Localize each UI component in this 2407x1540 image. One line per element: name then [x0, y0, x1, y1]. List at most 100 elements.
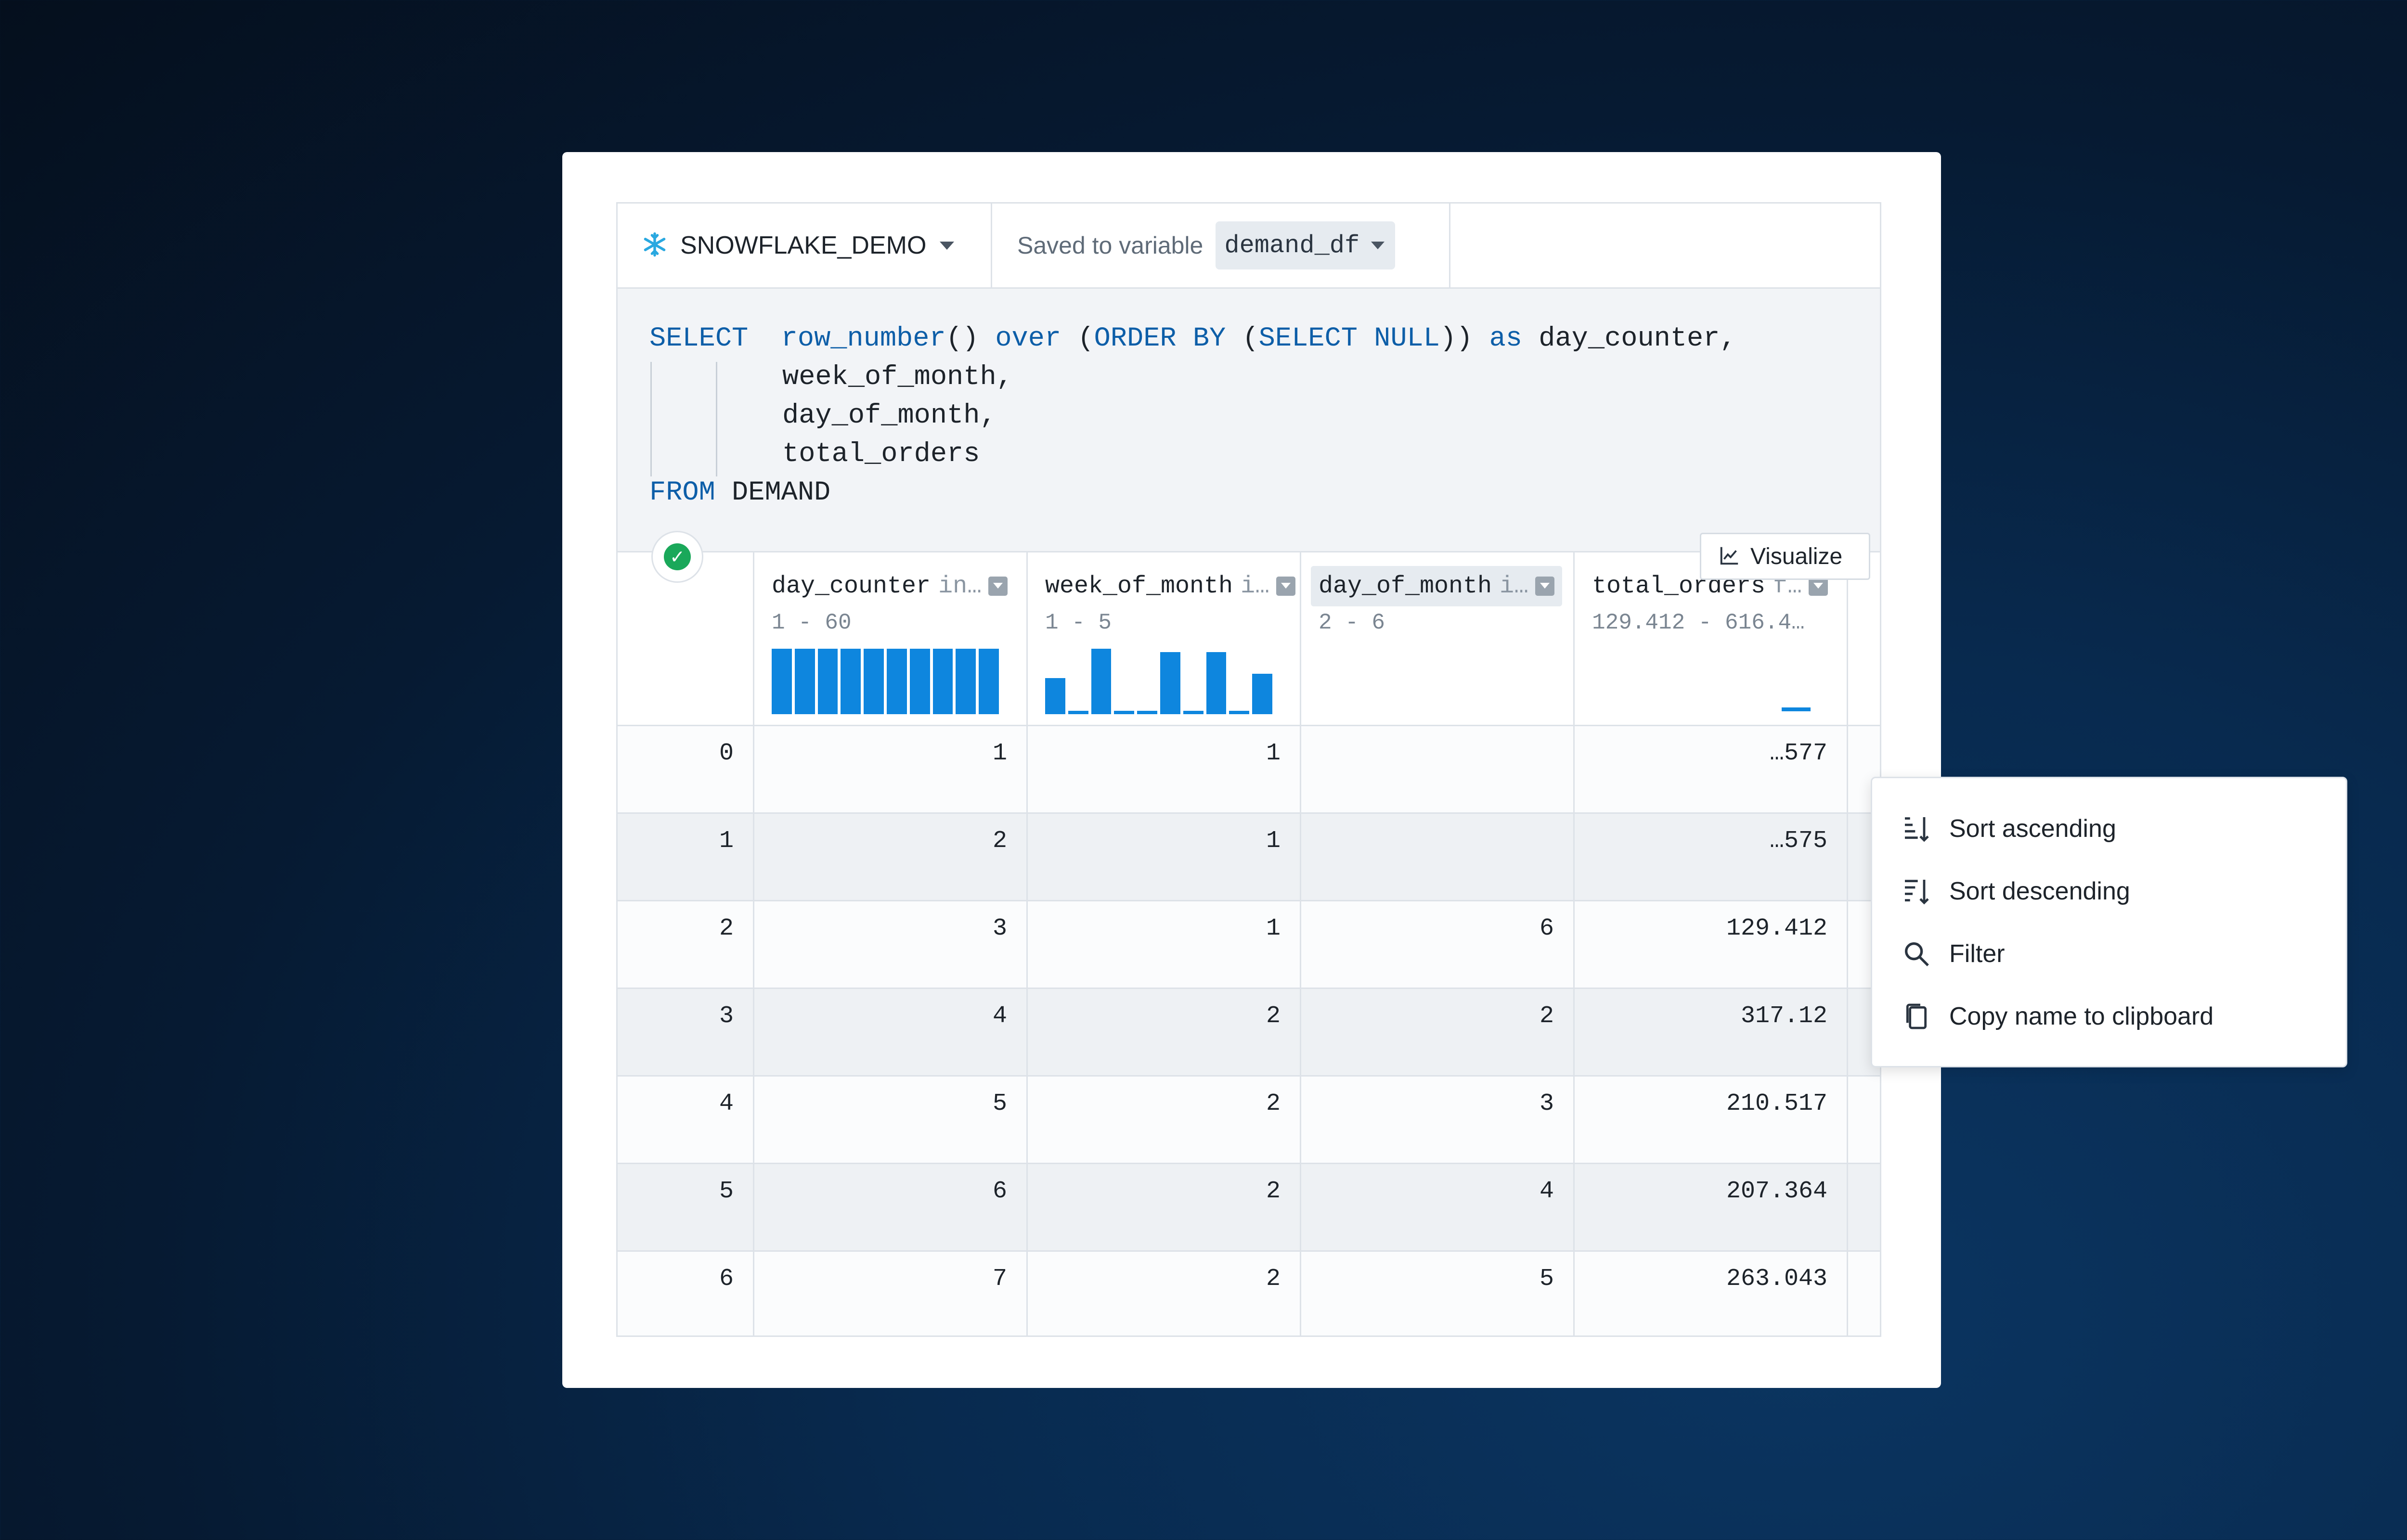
cell-total-orders[interactable]: …575	[1575, 814, 1848, 900]
cell-week-of-month[interactable]: 2	[1028, 989, 1301, 1075]
histogram-day-counter	[772, 649, 999, 714]
cell-day-counter[interactable]: 4	[754, 989, 1028, 1075]
cell-day-of-month[interactable]: 4	[1301, 1164, 1575, 1250]
column-context-menu: Sort ascending Sort descending Filter Co…	[1871, 777, 2347, 1067]
cell-week-of-month[interactable]: 1	[1028, 726, 1301, 812]
sql-editor[interactable]: SELECT row_number() over (ORDER BY (SELE…	[618, 289, 1880, 552]
cell-day-counter[interactable]: 3	[754, 901, 1028, 988]
chevron-down-icon[interactable]	[1535, 577, 1555, 596]
menu-item-label: Sort ascending	[1949, 815, 2116, 843]
column-name: week_of_month	[1045, 572, 1233, 600]
line-chart-icon	[1719, 544, 1741, 569]
cell-day-counter[interactable]: 1	[754, 726, 1028, 812]
chevron-down-icon	[940, 241, 955, 250]
histogram-bar	[817, 649, 838, 714]
column-header-day-counter[interactable]: day_counter in… 1 - 60	[754, 552, 1028, 725]
cell-day-of-month[interactable]: 3	[1301, 1077, 1575, 1163]
histogram-bar	[1068, 711, 1088, 714]
histogram-bar	[864, 649, 884, 714]
cell-day-counter[interactable]: 7	[754, 1252, 1028, 1335]
sql-line-4: total_orders	[782, 439, 980, 470]
variable-name: demand_df	[1224, 231, 1360, 260]
saved-variable-label: Saved to variable	[1017, 232, 1204, 259]
visualize-button[interactable]: Visualize	[1700, 533, 1870, 580]
cell-day-counter[interactable]: 6	[754, 1164, 1028, 1250]
table-row: 1 2 1 …575	[618, 814, 1880, 901]
menu-item-label: Sort descending	[1949, 877, 2130, 905]
histogram-bar	[841, 649, 861, 714]
cell-total-orders[interactable]: 129.412	[1575, 901, 1848, 988]
column-header-day-of-month[interactable]: day_of_month i… 2 - 6	[1301, 552, 1575, 725]
cell-total-orders[interactable]: 263.043	[1575, 1252, 1848, 1335]
histogram-bar	[932, 649, 953, 714]
check-icon: ✓	[664, 543, 691, 570]
connection-selector[interactable]: SNOWFLAKE_DEMO	[618, 204, 992, 287]
cell-week-of-month[interactable]: 1	[1028, 814, 1301, 900]
saved-variable-area: Saved to variable demand_df	[992, 204, 1450, 287]
sql-cell-card: SNOWFLAKE_DEMO Saved to variable demand_…	[562, 152, 2347, 1388]
visualize-label: Visualize	[1750, 543, 1843, 569]
cell-total-orders[interactable]: 210.517	[1575, 1077, 1848, 1163]
column-range: 1 - 5	[1045, 610, 1112, 635]
sql-line-1: SELECT row_number() over (ORDER BY (SELE…	[649, 323, 1736, 354]
sort-ascending-icon	[1901, 813, 1932, 844]
cell-total-orders[interactable]: 207.364	[1575, 1164, 1848, 1250]
row-index[interactable]: 0	[618, 726, 754, 812]
histogram-bar	[887, 649, 907, 714]
variable-name-dropdown[interactable]: demand_df	[1216, 221, 1396, 270]
table-header: day_counter in… 1 - 60 week_of_month i… 1 …	[618, 552, 1880, 726]
cell-day-counter[interactable]: 5	[754, 1077, 1028, 1163]
table-row: 4 5 2 3 210.517	[618, 1077, 1880, 1164]
connection-name: SNOWFLAKE_DEMO	[680, 231, 927, 259]
row-index[interactable]: 4	[618, 1077, 754, 1163]
histogram-bar	[1206, 652, 1227, 714]
histogram-bar	[1183, 711, 1204, 714]
chevron-down-icon[interactable]	[988, 577, 1008, 596]
row-index[interactable]: 2	[618, 901, 754, 988]
table-row: 6 7 2 5 263.043	[618, 1252, 1880, 1335]
histogram-bar	[794, 649, 815, 714]
menu-item-sort-ascending[interactable]: Sort ascending	[1872, 797, 2346, 860]
histogram-bar	[909, 649, 930, 714]
cell-total-orders[interactable]: …577	[1575, 726, 1848, 812]
cell-day-of-month[interactable]: 5	[1301, 1252, 1575, 1335]
histogram-bar	[772, 649, 792, 714]
cell-day-counter[interactable]: 2	[754, 814, 1028, 900]
table-row: 2 3 1 6 129.412	[618, 901, 1880, 989]
column-name: day_of_month	[1319, 572, 1492, 600]
histogram-week-of-month	[1045, 649, 1272, 714]
column-type: i…	[1500, 572, 1529, 600]
column-range: 1 - 60	[772, 610, 852, 635]
row-index[interactable]: 1	[618, 814, 754, 900]
histogram-total-orders	[1782, 707, 1811, 711]
cell-day-of-month[interactable]: 2	[1301, 989, 1575, 1075]
cell-total-orders[interactable]: 317.12	[1575, 989, 1848, 1075]
row-index[interactable]: 3	[618, 989, 754, 1075]
histogram-bar	[1252, 673, 1272, 714]
menu-item-filter[interactable]: Filter	[1872, 923, 2346, 985]
cell-week-of-month[interactable]: 2	[1028, 1252, 1301, 1335]
index-header	[618, 552, 754, 725]
menu-item-sort-descending[interactable]: Sort descending	[1872, 860, 2346, 923]
cell-day-of-month[interactable]	[1301, 814, 1575, 900]
cell-day-of-month[interactable]	[1301, 726, 1575, 812]
row-index[interactable]: 5	[618, 1164, 754, 1250]
indent-guide	[650, 362, 652, 476]
cell-week-of-month[interactable]: 2	[1028, 1164, 1301, 1250]
menu-item-copy-name[interactable]: Copy name to clipboard	[1872, 985, 2346, 1048]
column-type: in…	[938, 572, 982, 600]
histogram-bar	[979, 649, 999, 714]
copy-icon	[1901, 1001, 1932, 1032]
column-range: 129.412 - 616.4…	[1592, 610, 1805, 635]
sql-cell: SNOWFLAKE_DEMO Saved to variable demand_…	[616, 202, 1881, 1337]
column-header-total-orders[interactable]: total_orders f… 129.412 - 616.4…	[1575, 552, 1848, 725]
row-index[interactable]: 6	[618, 1252, 754, 1335]
column-type: i…	[1241, 572, 1270, 600]
cell-week-of-month[interactable]: 1	[1028, 901, 1301, 988]
histogram-bar	[1091, 649, 1112, 714]
histogram-bar	[1229, 711, 1250, 714]
column-header-week-of-month[interactable]: week_of_month i… 1 - 5	[1028, 552, 1301, 725]
cell-day-of-month[interactable]: 6	[1301, 901, 1575, 988]
chevron-down-icon[interactable]	[1276, 577, 1296, 596]
cell-week-of-month[interactable]: 2	[1028, 1077, 1301, 1163]
